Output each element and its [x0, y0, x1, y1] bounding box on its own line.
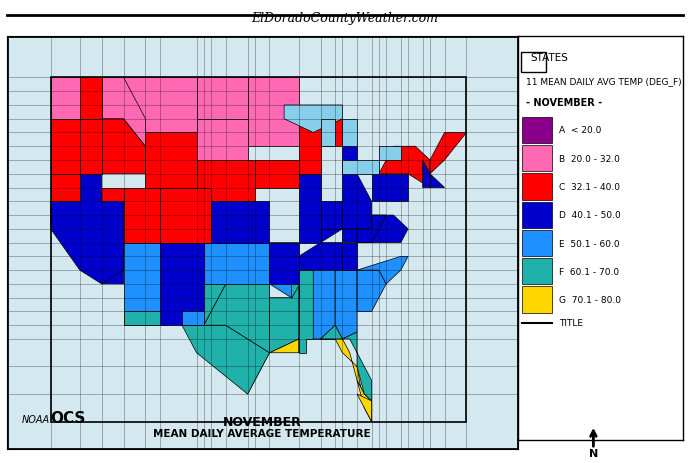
- Polygon shape: [255, 161, 299, 188]
- Polygon shape: [270, 339, 335, 353]
- Polygon shape: [321, 119, 335, 147]
- Text: N: N: [589, 448, 598, 457]
- Text: A  < 20.0: A < 20.0: [559, 126, 601, 135]
- Bar: [521, 53, 546, 73]
- Polygon shape: [80, 78, 101, 119]
- Text: ElDoradoCountyWeather.com: ElDoradoCountyWeather.com: [251, 12, 439, 25]
- Text: MEAN DAILY AVERAGE TEMPERATURE: MEAN DAILY AVERAGE TEMPERATURE: [153, 428, 371, 438]
- Text: STATES: STATES: [531, 53, 569, 63]
- Text: - NOVEMBER -: - NOVEMBER -: [526, 98, 602, 107]
- Polygon shape: [101, 119, 146, 175]
- Polygon shape: [270, 243, 299, 298]
- Polygon shape: [321, 325, 372, 401]
- Polygon shape: [357, 216, 408, 243]
- Bar: [522, 118, 552, 144]
- Bar: [522, 231, 552, 257]
- Polygon shape: [160, 243, 204, 325]
- Polygon shape: [124, 188, 160, 243]
- Polygon shape: [80, 119, 101, 175]
- Polygon shape: [342, 119, 357, 147]
- Polygon shape: [50, 119, 80, 175]
- Polygon shape: [357, 257, 408, 284]
- Polygon shape: [182, 312, 204, 325]
- Polygon shape: [80, 188, 124, 243]
- Polygon shape: [197, 161, 255, 202]
- Polygon shape: [342, 175, 372, 229]
- Text: OCS: OCS: [50, 410, 86, 425]
- Polygon shape: [313, 270, 335, 339]
- Polygon shape: [80, 243, 124, 284]
- Polygon shape: [226, 353, 270, 394]
- Polygon shape: [124, 243, 160, 325]
- Polygon shape: [197, 78, 248, 119]
- Polygon shape: [7, 37, 518, 449]
- Polygon shape: [357, 270, 386, 312]
- Polygon shape: [182, 284, 226, 325]
- Polygon shape: [182, 325, 270, 394]
- Polygon shape: [211, 202, 270, 243]
- Polygon shape: [299, 119, 321, 175]
- Polygon shape: [50, 78, 101, 119]
- Polygon shape: [335, 270, 357, 339]
- Polygon shape: [124, 312, 168, 325]
- Polygon shape: [357, 394, 372, 422]
- Polygon shape: [321, 339, 372, 422]
- Polygon shape: [321, 119, 342, 147]
- Text: D  40.1 - 50.0: D 40.1 - 50.0: [559, 211, 620, 220]
- Polygon shape: [430, 175, 444, 188]
- Text: NOAA: NOAA: [21, 413, 50, 424]
- Polygon shape: [146, 133, 197, 188]
- Polygon shape: [321, 229, 357, 243]
- Text: 11 MEAN DAILY AVG TEMP (DEG_F): 11 MEAN DAILY AVG TEMP (DEG_F): [526, 77, 682, 86]
- Polygon shape: [357, 161, 372, 175]
- Polygon shape: [204, 284, 270, 353]
- Polygon shape: [50, 175, 80, 202]
- Polygon shape: [342, 161, 379, 175]
- Polygon shape: [299, 243, 342, 270]
- Text: G  70.1 - 80.0: G 70.1 - 80.0: [559, 295, 621, 304]
- Bar: [522, 258, 552, 285]
- Bar: [522, 146, 552, 172]
- Bar: [522, 287, 552, 313]
- Polygon shape: [357, 216, 386, 243]
- Text: NOVEMBER: NOVEMBER: [223, 415, 302, 428]
- Polygon shape: [372, 147, 430, 188]
- Polygon shape: [160, 188, 211, 243]
- Polygon shape: [299, 175, 321, 243]
- Bar: [522, 174, 552, 200]
- Polygon shape: [372, 175, 408, 202]
- Text: B  20.0 - 32.0: B 20.0 - 32.0: [559, 154, 620, 163]
- Bar: [522, 202, 552, 228]
- Polygon shape: [321, 202, 342, 229]
- Polygon shape: [270, 284, 306, 353]
- Text: E  50.1 - 60.0: E 50.1 - 60.0: [559, 239, 620, 248]
- Polygon shape: [291, 270, 313, 353]
- Polygon shape: [248, 78, 299, 147]
- Polygon shape: [430, 133, 466, 175]
- Text: C  32.1 - 40.0: C 32.1 - 40.0: [559, 182, 620, 192]
- Polygon shape: [270, 243, 299, 298]
- Polygon shape: [204, 243, 270, 284]
- Polygon shape: [379, 147, 401, 161]
- Text: TITLE: TITLE: [559, 319, 583, 327]
- Polygon shape: [197, 119, 248, 161]
- Text: F  60.1 - 70.0: F 60.1 - 70.0: [559, 267, 619, 276]
- Polygon shape: [284, 106, 342, 133]
- Polygon shape: [423, 161, 430, 188]
- Polygon shape: [50, 175, 124, 284]
- Polygon shape: [342, 243, 357, 270]
- Polygon shape: [101, 78, 146, 147]
- Polygon shape: [357, 381, 372, 422]
- Polygon shape: [109, 78, 197, 133]
- Polygon shape: [342, 147, 357, 175]
